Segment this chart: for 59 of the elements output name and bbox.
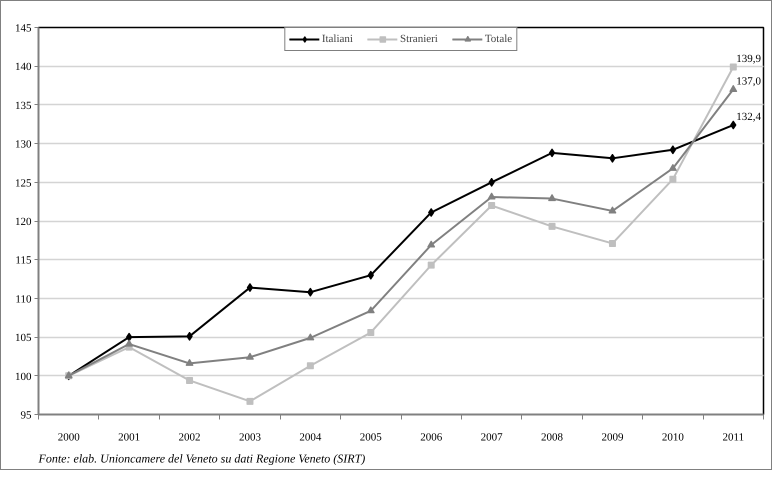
x-tick-label: 2000: [58, 432, 80, 444]
point: [125, 340, 134, 347]
point: [730, 63, 737, 70]
point: [609, 154, 616, 163]
point: [367, 328, 374, 336]
point: [427, 240, 436, 248]
point: [246, 352, 254, 360]
x-tick-label: 2009: [601, 432, 624, 444]
legend-label: Italiani: [322, 33, 353, 45]
point: [306, 362, 314, 370]
point: [428, 262, 435, 269]
point: [729, 84, 738, 92]
point: [608, 240, 616, 247]
y-tick-label: 105: [15, 332, 32, 344]
y-tick-label: 140: [15, 61, 32, 74]
x-tick-label: 2008: [541, 432, 564, 444]
y-tick-label: 145: [15, 22, 32, 34]
y-tick-label: 120: [15, 216, 32, 228]
point: [246, 283, 254, 292]
y-tick-label: 115: [15, 254, 32, 267]
y-tick-label: 95: [20, 410, 32, 422]
legend-label: Stranieri: [400, 33, 438, 45]
x-tick-label: 2011: [722, 432, 744, 444]
y-tick-label: 135: [15, 100, 32, 112]
point: [246, 398, 254, 405]
y-tick-label: 100: [15, 370, 32, 383]
point: [306, 333, 314, 340]
point: [669, 176, 676, 183]
x-tick-label: 2005: [360, 432, 382, 444]
x-tick-label: 2007: [480, 432, 504, 444]
y-tick-label: 125: [15, 177, 32, 190]
data-label: 139,9: [736, 52, 762, 65]
point: [366, 306, 375, 314]
point: [668, 164, 677, 171]
x-tick-label: 2004: [299, 432, 322, 444]
data-label: 137,0: [736, 75, 762, 88]
point: [488, 178, 495, 187]
x-tick-label: 2003: [238, 432, 262, 444]
point: [186, 332, 193, 341]
point: [186, 358, 194, 366]
point: [126, 332, 132, 342]
source-note: Fonte: elab. Unioncamere del Veneto su dati Regione Veneto (SIRT): [38, 452, 366, 466]
y-tick-label: 130: [15, 138, 32, 151]
x-tick-label: 2010: [662, 432, 684, 444]
data-label: 132,4: [736, 111, 762, 124]
point: [307, 288, 314, 297]
point: [186, 376, 194, 384]
x-tick-label: 2006: [420, 432, 443, 444]
point: [608, 206, 616, 214]
point: [548, 194, 556, 202]
point: [670, 145, 676, 154]
point: [548, 148, 556, 158]
y-tick-label: 110: [15, 293, 32, 306]
point: [488, 202, 496, 210]
legend-label: Totale: [484, 33, 512, 45]
x-tick-label: 2002: [178, 432, 201, 444]
x-tick-label: 2001: [118, 432, 140, 444]
point: [488, 192, 496, 200]
point: [548, 222, 556, 230]
